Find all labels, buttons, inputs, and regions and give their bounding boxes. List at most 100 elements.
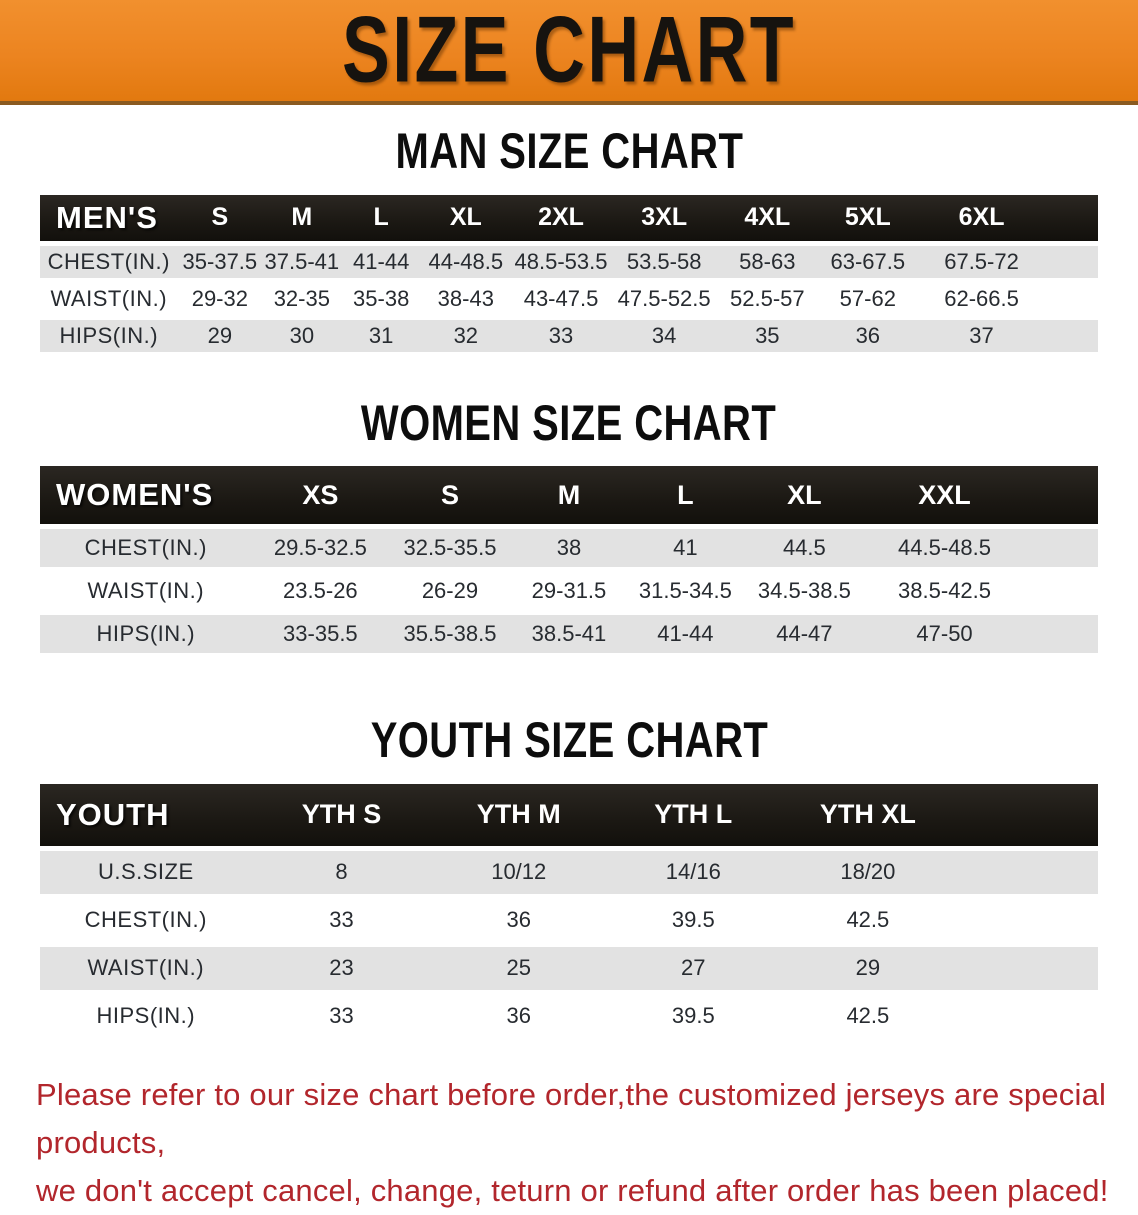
size-column-header: M [510, 466, 628, 524]
size-column-header: XL [743, 466, 866, 524]
measurement-value: 42.5 [780, 898, 956, 942]
measurement-row: CHEST(IN.) 35-37.5 37.5-41 41-44 44-48.5 48.5… [40, 245, 1098, 278]
measurement-value: 38.5-41 [510, 615, 628, 653]
youth-section-heading: YOUTH SIZE CHART [0, 714, 1138, 767]
header-filler-cell [1023, 466, 1098, 524]
table-title-cell: WOMEN'S [40, 466, 252, 524]
row-label: HIPS(IN.) [40, 615, 252, 653]
measurement-value: 57-62 [817, 282, 919, 315]
measurement-value: 47-50 [865, 615, 1024, 653]
size-column-header: 4XL [717, 194, 818, 241]
row-label: CHEST(IN.) [40, 245, 178, 278]
measurement-row: WAIST(IN.) 23 25 27 29 [40, 946, 1098, 990]
row-label: U.S.SIZE [40, 850, 252, 894]
measurement-value: 26-29 [389, 572, 511, 610]
measurement-value: 29-31.5 [510, 572, 628, 610]
measurement-value: 37.5-41 [262, 245, 342, 278]
measurement-value: 43-47.5 [510, 282, 612, 315]
size-column-header: YTH L [606, 783, 781, 846]
measurement-value: 33-35.5 [251, 615, 390, 653]
measurement-value: 41 [627, 529, 744, 567]
measurement-value: 58-63 [717, 245, 818, 278]
measurement-row: CHEST(IN.) 29.5-32.5 32.5-35.5 38 41 44.5 44.5… [40, 529, 1098, 567]
table-header-row: WOMEN'S XS S M L XL XXL [40, 466, 1098, 524]
size-column-header: YTH S [251, 783, 432, 846]
footer-disclaimer: Please refer to our size chart before or… [36, 1071, 1118, 1215]
measurement-value: 44.5 [743, 529, 866, 567]
table-title-cell: YOUTH [40, 783, 252, 846]
measurement-row: U.S.SIZE 8 10/12 14/16 18/20 [40, 850, 1098, 894]
row-filler-cell [1045, 245, 1098, 278]
measurement-value: 23 [251, 946, 432, 990]
measurement-value: 33 [251, 994, 432, 1038]
row-filler-cell [1045, 282, 1098, 315]
table-header-row: MEN'S S M L XL 2XL 3XL 4XL 5XL 6XL [40, 194, 1098, 241]
size-column-header: S [177, 194, 263, 241]
row-filler-cell [1023, 572, 1098, 610]
measurement-value: 35-37.5 [177, 245, 263, 278]
header-filler-cell [955, 783, 1098, 846]
men-heading-text: MAN SIZE CHART [395, 123, 743, 179]
row-label: HIPS(IN.) [40, 319, 178, 352]
row-filler-cell [1023, 529, 1098, 567]
row-filler-cell [955, 850, 1098, 894]
measurement-row: WAIST(IN.) 29-32 32-35 35-38 38-43 43-47.5 47.… [40, 282, 1098, 315]
measurement-value: 35.5-38.5 [389, 615, 511, 653]
measurement-value: 29-32 [177, 282, 263, 315]
measurement-value: 33 [510, 319, 612, 352]
measurement-value: 34 [611, 319, 718, 352]
measurement-value: 44.5-48.5 [865, 529, 1024, 567]
size-column-header: L [341, 194, 421, 241]
size-column-header: L [627, 466, 744, 524]
measurement-value: 63-67.5 [817, 245, 919, 278]
measurement-value: 23.5-26 [251, 572, 390, 610]
size-column-header: S [389, 466, 511, 524]
table-title-cell: MEN'S [40, 194, 178, 241]
measurement-value: 44-47 [743, 615, 866, 653]
measurement-value: 10/12 [431, 850, 607, 894]
measurement-value: 38 [510, 529, 628, 567]
footer-disclaimer-line2: we don't accept cancel, change, teturn o… [36, 1172, 1109, 1208]
measurement-value: 52.5-57 [717, 282, 818, 315]
size-column-header: 5XL [817, 194, 919, 241]
row-label: WAIST(IN.) [40, 946, 252, 990]
row-label: CHEST(IN.) [40, 898, 252, 942]
measurement-value: 42.5 [780, 994, 956, 1038]
measurement-value: 35-38 [341, 282, 421, 315]
measurement-value: 36 [817, 319, 919, 352]
men-size-table: MEN'S S M L XL 2XL 3XL 4XL 5XL 6XL CHEST(IN.) 35-3… [40, 190, 1098, 357]
measurement-value: 27 [606, 946, 781, 990]
banner-title: SIZE CHART [342, 0, 796, 103]
size-column-header: XL [420, 194, 511, 241]
measurement-value: 34.5-38.5 [743, 572, 866, 610]
measurement-value: 48.5-53.5 [510, 245, 612, 278]
measurement-value: 29.5-32.5 [251, 529, 390, 567]
size-column-header: 6XL [918, 194, 1046, 241]
measurement-value: 41-44 [627, 615, 744, 653]
measurement-value: 67.5-72 [918, 245, 1046, 278]
size-column-header: 2XL [510, 194, 612, 241]
measurement-value: 47.5-52.5 [611, 282, 718, 315]
measurement-value: 37 [918, 319, 1046, 352]
measurement-value: 35 [717, 319, 818, 352]
table-header-row: YOUTH YTH S YTH M YTH L YTH XL [40, 783, 1098, 846]
row-filler-cell [1023, 615, 1098, 653]
measurement-row: HIPS(IN.) 33-35.5 35.5-38.5 38.5-41 41-44 44-… [40, 615, 1098, 653]
measurement-value: 39.5 [606, 994, 781, 1038]
row-filler-cell [955, 898, 1098, 942]
section-youth: YOUTH SIZE CHART YOUTH YTH S YTH M YTH L YTH… [0, 714, 1138, 1043]
size-column-header: YTH XL [780, 783, 956, 846]
measurement-value: 8 [251, 850, 432, 894]
footer-disclaimer-line1: Please refer to our size chart before or… [36, 1076, 1107, 1160]
measurement-value: 25 [431, 946, 607, 990]
measurement-value: 32-35 [262, 282, 342, 315]
measurement-value: 44-48.5 [420, 245, 511, 278]
measurement-value: 62-66.5 [918, 282, 1046, 315]
measurement-row: WAIST(IN.) 23.5-26 26-29 29-31.5 31.5-34.5 34… [40, 572, 1098, 610]
women-section-heading: WOMEN SIZE CHART [0, 396, 1138, 450]
section-women: WOMEN SIZE CHART WOMEN'S XS S M L XL XXL CHEST… [0, 396, 1138, 659]
measurement-row: HIPS(IN.) 33 36 39.5 42.5 [40, 994, 1098, 1038]
measurement-row: CHEST(IN.) 33 36 39.5 42.5 [40, 898, 1098, 942]
measurement-value: 33 [251, 898, 432, 942]
size-column-header: YTH M [431, 783, 607, 846]
